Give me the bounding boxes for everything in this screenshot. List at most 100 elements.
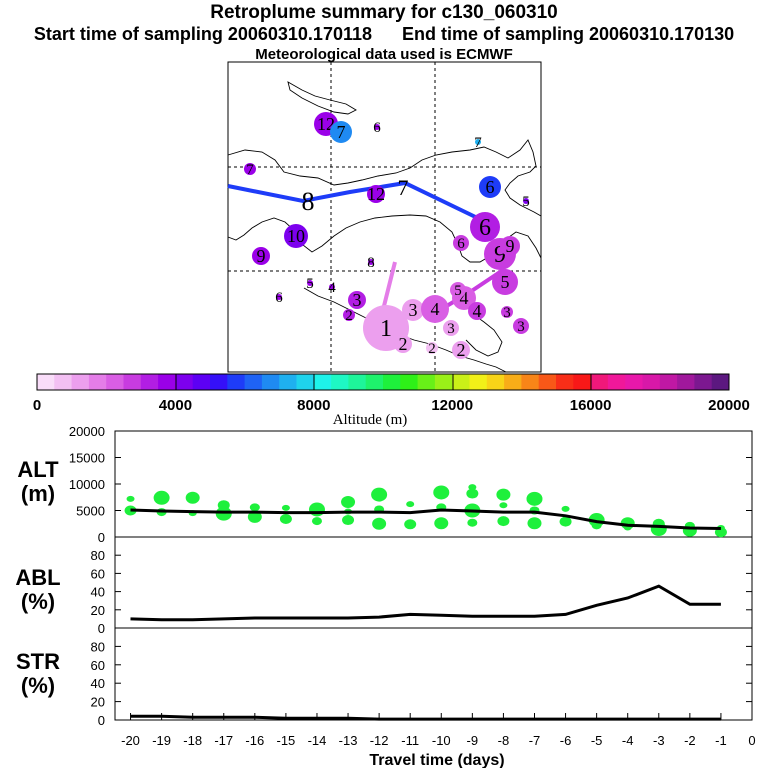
colorbar-swatch xyxy=(383,374,401,390)
map-marker xyxy=(470,212,500,242)
chart-title: Retroplume summary for c130_060310 xyxy=(210,2,558,23)
alt-scatter-point xyxy=(126,495,135,502)
colorbar-swatch xyxy=(88,374,107,390)
colorbar-tick-label: 16000 xyxy=(570,397,612,414)
colorbar-swatch xyxy=(521,374,540,390)
map-marker xyxy=(307,280,313,286)
alt-scatter-point xyxy=(247,510,262,523)
map-marker xyxy=(368,259,374,265)
trajectory-day-label: 7 xyxy=(398,175,409,200)
colorbar-swatch xyxy=(659,374,678,390)
map-marker-label: 4 xyxy=(328,280,336,296)
colorbar-swatch xyxy=(158,374,176,390)
coastline-south xyxy=(303,287,507,373)
colorbar-swatch xyxy=(590,374,609,390)
map-marker-label: 9 xyxy=(257,246,266,266)
x-tick-label: -8 xyxy=(498,733,510,748)
map-marker xyxy=(450,282,466,298)
panels-frame xyxy=(114,430,753,721)
map-marker-label: 7 xyxy=(474,135,482,151)
colorbar-swatch xyxy=(504,374,522,390)
map-marker-label: 2 xyxy=(345,308,353,324)
map-marker-label: 9 xyxy=(506,236,515,256)
map-marker xyxy=(329,284,335,290)
map-marker xyxy=(453,235,469,251)
map-marker xyxy=(492,269,518,295)
colorbar-swatch xyxy=(417,374,436,390)
alt-scatter-point xyxy=(185,491,200,504)
colorbar-tick-label: 12000 xyxy=(431,397,473,414)
map-marker xyxy=(330,121,352,143)
alt-scatter-point xyxy=(153,490,170,505)
colorbar-swatch xyxy=(192,374,211,390)
colorbar-swatch xyxy=(434,374,453,390)
alt-scatter-point xyxy=(308,502,325,517)
end-time-label: End time of sampling 20060310.170130 xyxy=(402,24,735,44)
colorbar-swatch xyxy=(538,374,557,390)
colorbar-swatch xyxy=(573,374,591,390)
series-line-alt xyxy=(130,508,721,530)
colorbar-swatch xyxy=(556,374,574,390)
y-tick-label: 80 xyxy=(91,548,105,563)
alt-scatter-point xyxy=(496,488,511,501)
colorbar-swatch xyxy=(469,374,488,390)
map-marker-label: 2 xyxy=(457,340,466,360)
map-marker-label: 6 xyxy=(479,215,491,241)
x-tick-label: -7 xyxy=(529,733,541,748)
panel-ylabel: STR xyxy=(16,649,60,674)
colorbar-swatch xyxy=(37,374,55,390)
alt-scatter-point xyxy=(404,519,417,530)
map-marker xyxy=(421,295,449,323)
panel-yunit: (%) xyxy=(21,589,55,614)
map-marker xyxy=(244,163,256,175)
map-marker-label: 6 xyxy=(275,290,283,306)
coastline-isthmus xyxy=(465,311,503,357)
colorbar-swatch xyxy=(607,374,626,390)
alt-scatter-point xyxy=(434,517,449,530)
colorbar-tick-label: 8000 xyxy=(297,397,330,414)
colorbar-swatch xyxy=(365,374,384,390)
map-marker-label: 4 xyxy=(431,299,440,319)
x-tick-label: -3 xyxy=(653,733,665,748)
y-tick-label: 0 xyxy=(98,713,105,728)
map-marker-label: 5 xyxy=(501,272,510,292)
colorbar-swatch xyxy=(71,374,90,390)
map-marker xyxy=(348,291,366,309)
map-marker-label: 1 xyxy=(380,316,392,342)
colorbar-swatch xyxy=(452,374,470,390)
map-marker xyxy=(513,318,529,334)
altitude-colorbar xyxy=(36,373,730,391)
map-marker-label: 6 xyxy=(486,177,495,197)
map-marker xyxy=(501,306,513,318)
x-tick-label: -16 xyxy=(245,733,264,748)
colorbar-swatch xyxy=(296,374,315,390)
map-marker-label: 2 xyxy=(428,341,436,357)
colorbar-swatch xyxy=(400,374,418,390)
colorbar-tick-label: 4000 xyxy=(159,397,192,414)
map-marker xyxy=(479,176,501,198)
x-tick-label: -12 xyxy=(370,733,389,748)
map-marker xyxy=(443,320,459,336)
colorbar-swatch xyxy=(123,374,142,390)
map-marker xyxy=(367,185,385,203)
x-tick-label: -1 xyxy=(715,733,727,748)
y-tick-label: 60 xyxy=(91,566,105,581)
alt-scatter-point xyxy=(497,516,510,527)
x-tick-label: -20 xyxy=(121,733,140,748)
series-line-str xyxy=(130,714,721,721)
colorbar-swatch xyxy=(140,374,159,390)
y-tick-label: 15000 xyxy=(69,451,105,466)
colorbar-frame xyxy=(36,373,730,391)
map-marker xyxy=(475,139,481,145)
map-marker-label: 4 xyxy=(473,301,482,321)
x-axis-label: Travel time (days) xyxy=(369,752,504,768)
map-marker xyxy=(284,224,308,248)
y-tick-label: 0 xyxy=(98,530,105,545)
map-marker xyxy=(276,294,282,300)
series-line-abl xyxy=(130,584,721,622)
map-marker xyxy=(468,302,486,320)
alt-scatter-point xyxy=(372,517,387,530)
alt-scatter-point xyxy=(281,504,290,511)
